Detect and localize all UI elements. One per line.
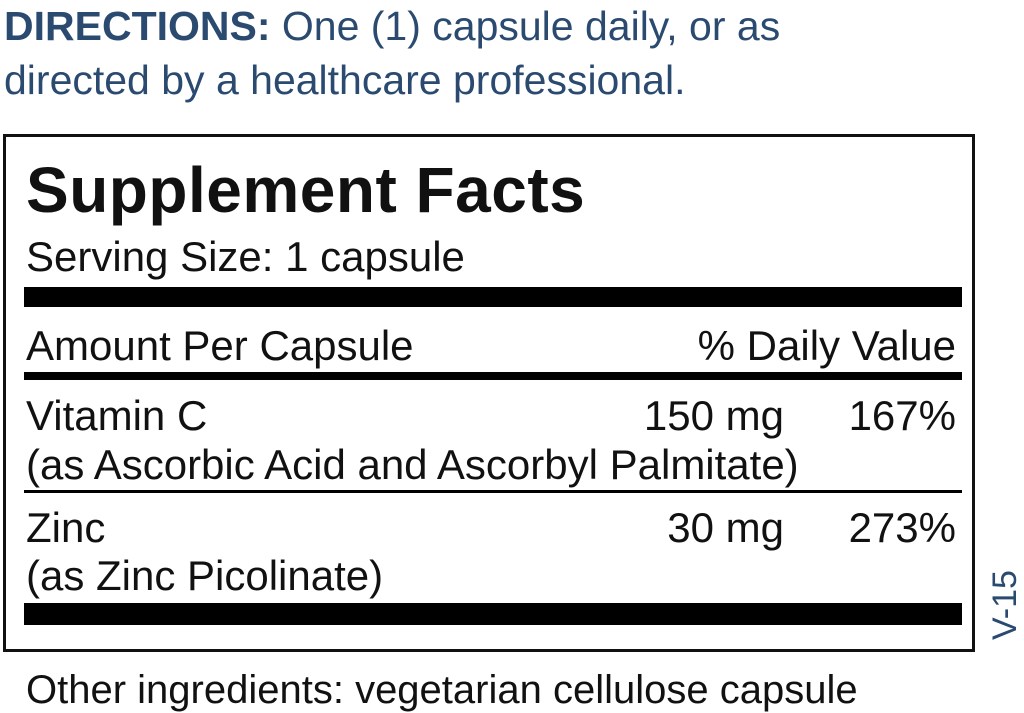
nutrient-source: (as Zinc Picolinate) (26, 552, 384, 599)
nutrient-name: Zinc (26, 504, 106, 551)
directions-text: One (1) capsule daily, or as (270, 3, 781, 49)
header-amount: Amount Per Capsule (26, 322, 414, 369)
nutrient-source: (as Ascorbic Acid and Ascorbyl Palmitate… (26, 441, 799, 488)
thin-divider (24, 490, 962, 493)
nutrient-amount: 150 mg (643, 392, 784, 439)
directions-line-2: directed by a healthcare professional. (4, 57, 686, 103)
version-code: V-15 (986, 570, 1024, 640)
panel-title: Supplement Facts (26, 154, 586, 226)
medium-divider (24, 372, 962, 380)
serving-size: Serving Size: 1 capsule (26, 233, 465, 280)
nutrient-amount: 30 mg (667, 504, 784, 551)
other-ingredients: Other ingredients: vegetarian cellulose … (26, 668, 858, 712)
supplement-facts-panel (3, 134, 975, 652)
header-daily-value: % Daily Value (697, 322, 956, 369)
nutrient-name: Vitamin C (26, 392, 208, 439)
thick-divider (24, 287, 962, 307)
directions-line-1: DIRECTIONS: One (1) capsule daily, or as (4, 6, 780, 47)
nutrient-dv: 167% (848, 392, 956, 439)
thick-divider-bottom (24, 603, 962, 625)
directions-label: DIRECTIONS: (4, 3, 271, 49)
nutrient-dv: 273% (848, 504, 956, 551)
